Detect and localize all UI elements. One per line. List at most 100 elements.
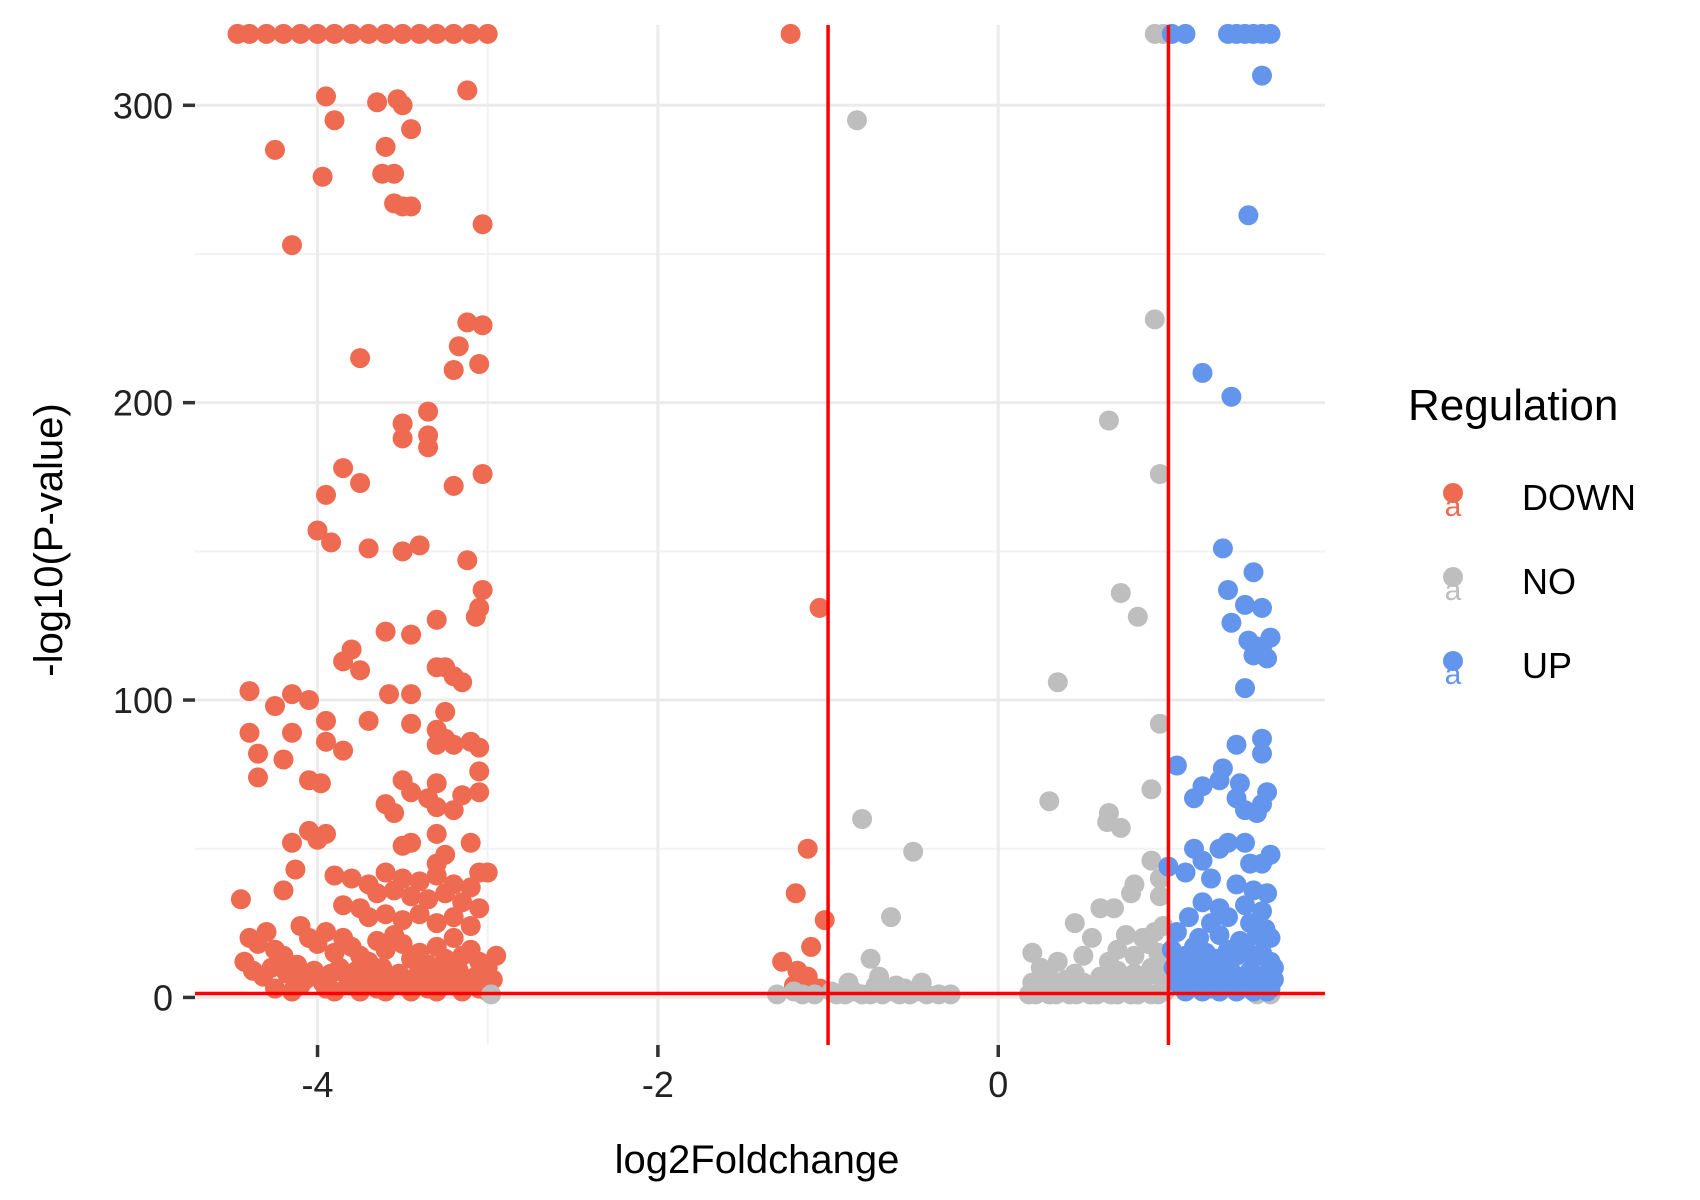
data-point-up: [1175, 23, 1196, 44]
legend-label-no: NO: [1522, 561, 1576, 602]
data-point-down: [316, 922, 336, 942]
data-point-no: [860, 948, 881, 969]
data-point-down: [457, 312, 478, 333]
data-point-down: [409, 904, 430, 925]
data-point-down: [392, 23, 413, 44]
data-point-down: [316, 731, 336, 752]
data-point-down: [316, 823, 336, 844]
data-point-down: [261, 957, 282, 978]
data-point-up: [1166, 755, 1187, 776]
data-point-down: [265, 978, 285, 999]
data-point-down: [443, 907, 464, 928]
data-point-down: [772, 951, 793, 972]
data-point-down: [248, 767, 268, 788]
data-point-down: [392, 910, 413, 931]
data-point-down: [282, 684, 302, 705]
data-point-down: [809, 597, 830, 618]
data-point-down: [375, 23, 396, 44]
data-point-up: [1192, 892, 1213, 913]
data-point-down: [273, 880, 294, 901]
x-axis: -4 -2 0: [302, 1045, 1008, 1105]
data-point-up: [1192, 981, 1213, 1002]
data-point-down: [469, 737, 490, 758]
data-point-up: [1218, 907, 1238, 928]
data-point-down: [282, 235, 302, 256]
data-point-down: [273, 749, 294, 770]
data-point-up: [1192, 850, 1213, 871]
data-point-down: [401, 196, 422, 217]
data-point-down: [443, 475, 464, 496]
data-point-no: [1149, 886, 1170, 907]
data-point-down: [265, 696, 285, 716]
data-point-down: [472, 464, 493, 484]
data-point-down: [443, 360, 464, 380]
data-point-down: [472, 315, 493, 336]
legend-title: Regulation: [1408, 381, 1618, 430]
data-point-down: [375, 939, 396, 960]
data-point-down: [426, 797, 447, 818]
data-point-up: [1212, 538, 1233, 559]
data-point-down: [299, 690, 319, 710]
data-point-down: [367, 883, 388, 904]
data-point-no: [894, 978, 915, 999]
data-point-up: [1257, 648, 1278, 669]
data-point-down: [426, 734, 447, 755]
data-point-no: [1127, 606, 1148, 627]
data-point-down: [469, 898, 490, 919]
data-point-down: [375, 862, 396, 883]
data-point-down: [460, 877, 481, 898]
data-point-up: [1235, 832, 1255, 853]
data-point-down: [443, 23, 464, 44]
data-point-down: [316, 710, 336, 731]
series-down-points: [227, 23, 835, 1002]
data-point-down: [392, 428, 413, 449]
data-point-up: [1201, 868, 1221, 889]
data-point-up: [1209, 838, 1230, 859]
data-point-up: [1235, 678, 1255, 699]
data-point-down: [384, 803, 405, 823]
data-point-no: [869, 966, 890, 987]
legend-point-glyph: [1443, 483, 1463, 503]
data-point-down: [248, 743, 268, 764]
y-axis: 0 100 200 300: [113, 85, 195, 1018]
data-point-no: [1110, 817, 1131, 838]
data-point-down: [282, 832, 302, 853]
data-point-down: [814, 910, 835, 931]
data-point-no: [1110, 583, 1131, 603]
data-point-down: [426, 865, 447, 886]
data-point-down: [375, 981, 396, 1002]
data-point-no: [1121, 883, 1141, 904]
data-point-down: [418, 889, 439, 910]
legend-key-no: a: [1443, 567, 1463, 607]
data-point-down: [448, 336, 469, 357]
legend-text-glyph: a: [1445, 490, 1462, 523]
y-tick-label: 100: [113, 680, 173, 721]
data-point-no: [1107, 939, 1128, 960]
data-point-up: [1226, 734, 1247, 755]
data-point-up: [1260, 844, 1281, 865]
data-point-no: [1144, 309, 1165, 330]
data-point-no: [911, 972, 932, 993]
data-point-no: [1047, 951, 1068, 972]
data-point-up: [1260, 23, 1281, 44]
data-point-down: [443, 927, 464, 948]
threshold-lines: [195, 25, 1325, 1045]
data-point-down: [358, 907, 379, 928]
data-point-down: [239, 23, 260, 44]
data-point-down: [469, 782, 490, 803]
data-point-up: [1175, 862, 1196, 883]
data-point-down: [435, 883, 456, 904]
data-point-down: [375, 904, 396, 925]
data-point-up: [1238, 205, 1259, 226]
data-point-down: [452, 981, 473, 1002]
data-point-down: [256, 922, 277, 942]
data-point-up: [1184, 788, 1204, 809]
x-axis-title: log2Foldchange: [615, 1138, 900, 1182]
data-point-down: [307, 520, 328, 541]
data-point-no: [1141, 779, 1162, 800]
data-point-no: [1124, 945, 1145, 966]
data-point-no: [1073, 945, 1094, 966]
data-point-down: [409, 23, 430, 44]
data-point-down: [409, 871, 430, 892]
